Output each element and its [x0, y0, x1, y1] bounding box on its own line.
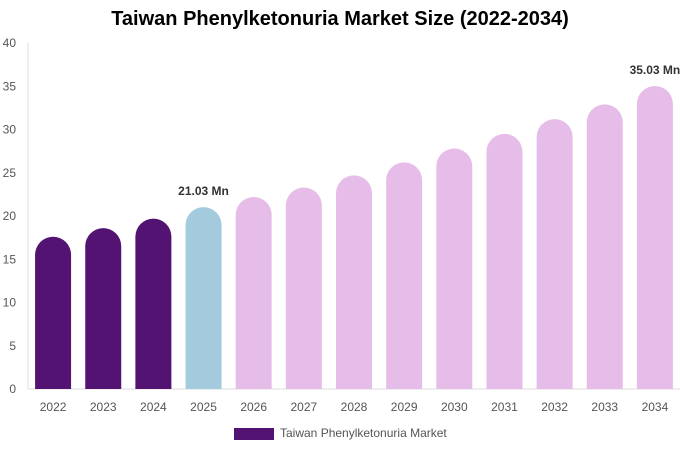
y-tick-label: 10: [3, 296, 17, 310]
x-tick-label: 2022: [40, 400, 67, 414]
bar: [35, 236, 72, 389]
y-tick-label: 0: [9, 382, 16, 396]
y-tick-label: 15: [3, 252, 17, 266]
x-tick-label: 2030: [441, 400, 468, 414]
y-tick-label: 5: [9, 339, 16, 353]
x-tick-label: 2031: [491, 400, 518, 414]
bar: [536, 119, 573, 389]
x-tick-label: 2029: [391, 400, 418, 414]
x-tick-label: 2023: [90, 400, 117, 414]
x-tick-label: 2032: [541, 400, 568, 414]
bar: [486, 133, 523, 389]
x-tick-label: 2025: [190, 400, 217, 414]
y-tick-label: 35: [3, 79, 17, 93]
legend-swatch: [234, 428, 274, 440]
data-label: 21.03 Mn: [178, 184, 229, 198]
bar: [636, 85, 673, 389]
bar: [285, 187, 322, 389]
bar: [386, 162, 423, 389]
bar: [185, 207, 222, 389]
x-tick-label: 2024: [140, 400, 167, 414]
bar: [436, 148, 473, 389]
y-tick-label: 30: [3, 123, 17, 137]
bar: [135, 218, 172, 389]
x-tick-label: 2033: [591, 400, 618, 414]
bar: [235, 196, 272, 389]
y-tick-label: 25: [3, 166, 17, 180]
y-tick-label: 40: [3, 36, 17, 50]
x-tick-label: 2034: [642, 400, 669, 414]
x-tick-label: 2027: [290, 400, 317, 414]
bar: [85, 228, 122, 389]
bar: [336, 175, 372, 389]
x-tick-label: 2026: [240, 400, 267, 414]
bar: [586, 104, 623, 389]
data-label: 35.03 Mn: [630, 63, 680, 77]
chart-title: Taiwan Phenylketonuria Market Size (2022…: [111, 8, 569, 30]
legend-label: Taiwan Phenylketonuria Market: [280, 426, 447, 440]
x-tick-label: 2028: [341, 400, 368, 414]
y-tick-label: 20: [3, 209, 17, 223]
